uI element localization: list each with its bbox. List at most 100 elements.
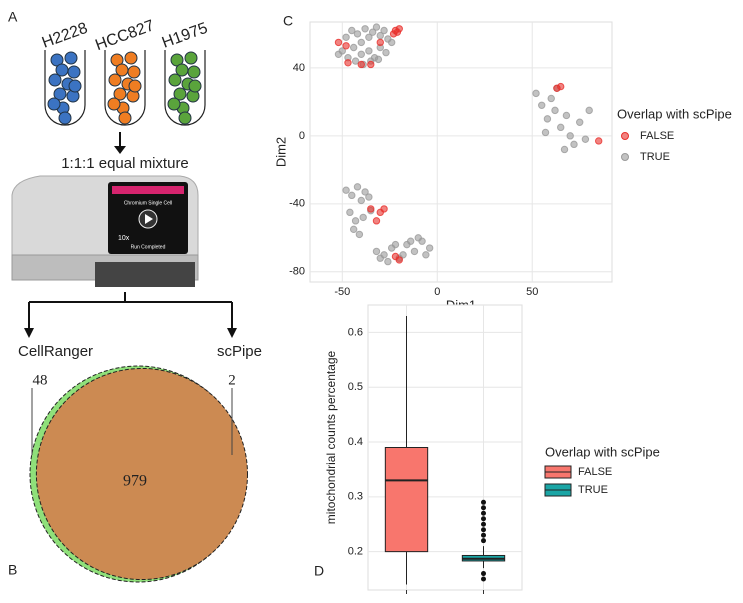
point [346,208,354,217]
screen-text: Run Completed [131,244,166,250]
legend-label: TRUE [640,151,670,163]
y-tick-label: 0.6 [348,326,363,338]
cell [168,73,182,87]
count: 48 [33,372,48,388]
point [361,188,369,196]
point [349,43,358,52]
point [538,101,546,109]
panel-label: A [8,9,18,25]
point [387,38,396,47]
outlier [481,521,486,527]
panel-label: D [314,563,324,579]
cell [187,65,201,79]
outlier [481,576,486,582]
point [372,247,381,256]
point [342,186,350,194]
point [357,38,365,47]
cell [58,111,72,125]
arrow [114,132,126,154]
set-circle [35,367,248,581]
set-label: CellRanger [18,343,93,360]
point [414,234,422,242]
y-tick-label: 0.4 [348,436,363,448]
point [351,217,360,225]
screen-text: Chromium Single Cell [124,200,172,206]
cell [118,111,132,125]
outlier [481,510,486,516]
cell [108,73,122,87]
legend-label: FALSE [578,466,612,478]
point [384,257,392,266]
y-tick-label: -80 [289,266,305,278]
point [557,82,565,91]
point [547,94,555,103]
point [391,252,400,261]
legend-label: FALSE [640,130,674,142]
point [348,26,356,35]
outlier [481,499,486,505]
point [367,60,375,69]
cell [124,51,138,65]
count: 2 [228,372,236,388]
point [541,128,550,137]
cell [178,111,192,125]
point [532,89,540,98]
point [357,50,365,58]
point [581,135,590,143]
y-tick-label: 40 [293,62,305,74]
point [391,240,400,249]
point [365,47,373,55]
set-label: scPipe [217,343,262,360]
point [422,251,430,259]
y-tick-label: 0.5 [348,381,363,393]
y-tick-label: 0 [299,130,305,142]
cell [67,65,81,79]
outlier [481,538,486,544]
panel-label: B [8,562,17,578]
point [357,196,365,205]
point [382,48,390,57]
point [348,191,356,200]
cell [53,87,67,101]
cell [184,51,198,65]
point [361,25,369,33]
point [576,118,584,126]
point [562,111,571,120]
point [543,115,552,123]
point [570,140,578,149]
point [355,230,364,239]
point [334,38,343,47]
point [406,237,415,245]
point [357,60,365,69]
cell [188,79,202,93]
y-axis-title: Dim2 [273,137,288,167]
mixture-label: 1:1:1 equal mixture [61,155,189,172]
point [367,205,375,213]
cell-line: HCC827 [93,17,157,54]
y-tick-label: 0.3 [348,491,363,503]
panel-label: C [283,13,293,29]
point [376,38,384,47]
instrument [11,175,199,287]
bracket [24,292,237,338]
point [374,55,383,64]
count: 979 [123,473,147,490]
cell [47,97,61,111]
point [560,145,569,154]
point [344,59,352,67]
legend-label: TRUE [578,484,608,496]
outlier [481,527,486,533]
point [365,193,373,201]
point [368,28,377,36]
point [585,106,593,115]
outlier [481,516,486,522]
outlier [481,532,486,538]
point [372,23,381,31]
point [425,244,434,252]
y-tick-label: 0.2 [348,546,363,558]
point [376,254,384,262]
point [365,33,373,41]
cell [113,87,127,101]
